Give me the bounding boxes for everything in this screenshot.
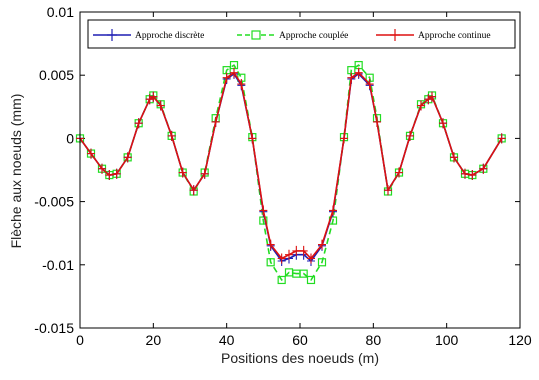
ticks-layer: 0 20 40 60 80 100 120 0.01 0.005 0 -0.005 -0.01 -0.0… — [34, 4, 532, 348]
x-tick-label: 0 — [76, 332, 84, 348]
legend-item-3: Approche continue — [376, 29, 491, 41]
legend-label: Approche discrète — [135, 31, 204, 41]
data-point — [149, 91, 158, 102]
y-tick-label: -0.005 — [34, 194, 74, 210]
x-tick-label: 40 — [219, 332, 235, 348]
data-point — [178, 167, 187, 178]
data-point — [373, 116, 381, 127]
data-point — [112, 168, 121, 179]
data-point — [277, 275, 286, 285]
data-point — [266, 239, 275, 250]
data-point — [292, 245, 301, 256]
data-point — [134, 118, 143, 129]
x-tick-label: 60 — [292, 332, 308, 348]
data-point — [424, 94, 433, 105]
y-tick-label: -0.015 — [34, 320, 74, 336]
y-tick-label: 0 — [66, 130, 74, 146]
data-point — [306, 275, 316, 285]
data-point — [384, 185, 392, 196]
data-point — [259, 216, 268, 225]
data-point — [299, 269, 308, 278]
data-point — [318, 239, 326, 250]
x-axis-title: Positions des noeuds (m) — [221, 350, 379, 366]
data-point — [317, 258, 327, 267]
x-tick-label: 120 — [508, 332, 532, 348]
data-point — [277, 253, 286, 264]
series-3 — [76, 67, 506, 264]
x-tick-label: 100 — [435, 332, 459, 348]
data-point — [329, 205, 337, 216]
data-point — [479, 163, 488, 174]
data-point — [365, 79, 374, 90]
data-point — [211, 116, 220, 127]
data-point — [105, 170, 114, 181]
legend: Approche discrète Approche couplée Approch… — [87, 19, 516, 49]
x-tick-label: 20 — [146, 332, 162, 348]
x-tick-label: 80 — [366, 332, 382, 348]
data-point — [468, 170, 477, 181]
data-point — [347, 72, 356, 83]
data-point — [222, 72, 231, 83]
data-point — [87, 148, 95, 159]
legend-marker — [251, 30, 261, 40]
data-point — [123, 152, 132, 163]
legend-box — [87, 19, 516, 49]
data-point — [497, 133, 506, 144]
y-tick-label: -0.01 — [42, 257, 74, 273]
data-point — [145, 94, 154, 105]
legend-marker — [107, 29, 117, 41]
legend-label: Approche continue — [418, 31, 491, 41]
data-point — [248, 133, 257, 144]
y-axis-title: Flèche aux noeuds (mm) — [8, 94, 24, 249]
series-line — [79, 64, 503, 281]
data-point — [461, 168, 469, 179]
data-point — [395, 167, 403, 178]
data-point — [307, 253, 315, 264]
y-tick-label: 0.01 — [47, 4, 74, 20]
data-point — [354, 67, 363, 78]
data-point — [417, 100, 425, 111]
legend-item-2: Approche couplée — [237, 30, 348, 41]
data-point — [428, 91, 436, 102]
legend-marker — [390, 29, 400, 41]
data-point — [450, 152, 458, 163]
data-point — [230, 67, 238, 78]
data-point — [167, 130, 176, 141]
data-point — [439, 118, 447, 129]
data-point — [340, 133, 348, 144]
data-point — [406, 130, 414, 141]
data-point — [266, 258, 275, 267]
y-tick-label: 0.005 — [39, 67, 74, 83]
legend-label: Approche couplée — [279, 31, 348, 41]
legend-item-1: Approche discrète — [93, 29, 204, 41]
data-point — [237, 79, 246, 90]
data-point — [156, 100, 165, 111]
plot-area-frame — [79, 11, 521, 329]
data-point — [259, 205, 268, 216]
series-layer — [75, 60, 506, 285]
data-point — [98, 163, 106, 174]
data-point — [285, 249, 293, 260]
data-point — [200, 168, 209, 179]
data-point — [189, 185, 198, 196]
data-point — [299, 245, 308, 256]
